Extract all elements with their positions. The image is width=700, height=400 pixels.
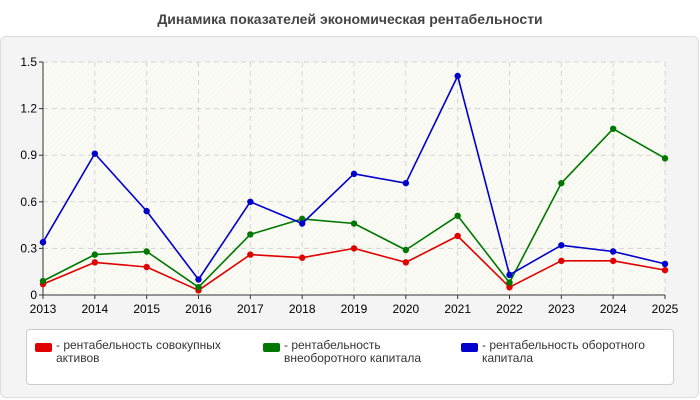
data-point xyxy=(298,254,306,261)
x-tick-label: 2015 xyxy=(133,302,160,316)
x-tick-label: 2024 xyxy=(600,302,627,316)
chart-title: Динамика показателей экономическая рента… xyxy=(157,11,543,27)
series-group xyxy=(39,72,669,294)
axes: 0 0.3 0.6 0.9 1.2 1.5 2013 2014 2015 2016 2017 2018… xyxy=(20,55,678,316)
legend-swatch-green xyxy=(263,343,280,352)
data-point xyxy=(609,257,617,265)
x-tick-label: 2016 xyxy=(185,302,212,316)
y-tick-label: 1.2 xyxy=(20,102,37,116)
data-point xyxy=(350,245,358,252)
x-tick-label: 2021 xyxy=(444,302,471,316)
gridlines xyxy=(43,61,666,295)
data-point xyxy=(558,242,565,249)
x-tick-label: 2020 xyxy=(392,302,419,316)
data-point xyxy=(558,257,565,265)
x-tick-label: 2018 xyxy=(289,302,316,316)
data-point xyxy=(506,284,513,291)
y-tick-label: 0 xyxy=(30,288,37,302)
data-point xyxy=(247,231,254,238)
data-point xyxy=(195,284,202,291)
data-point xyxy=(402,246,410,254)
legend-label: - рентабельность оборотного капитала xyxy=(482,338,645,365)
legend-item-noncurrent-capital: - рентабельность внеоборотного капитала xyxy=(263,339,444,365)
data-point xyxy=(454,72,461,80)
data-point xyxy=(609,125,617,132)
data-point xyxy=(661,155,669,162)
data-point xyxy=(506,279,513,286)
data-point xyxy=(247,198,254,205)
data-point xyxy=(298,215,306,223)
data-point xyxy=(506,271,513,279)
legend-item-total-assets: - рентабельность совокупных активов xyxy=(35,339,231,365)
data-point xyxy=(661,260,669,268)
data-point xyxy=(143,207,150,215)
legend-item-working-capital: - рентабельность оборотного капитала xyxy=(461,339,667,365)
data-point xyxy=(402,179,410,187)
legend-label: - рентабельность внеоборотного капитала xyxy=(284,338,421,365)
data-point xyxy=(454,212,461,219)
data-point xyxy=(298,220,306,227)
x-tick-label: 2014 xyxy=(81,302,108,316)
data-point xyxy=(247,251,254,258)
data-point xyxy=(558,179,565,187)
data-point xyxy=(609,248,617,255)
data-point xyxy=(350,170,358,178)
legend: - рентабельность совокупных активов - ре… xyxy=(26,329,674,385)
data-point xyxy=(661,266,669,274)
y-tick-label: 0.6 xyxy=(20,195,37,209)
y-tick-label: 0.3 xyxy=(20,241,37,255)
legend-label: - рентабельность совокупных активов xyxy=(56,338,221,365)
x-tick-label: 2013 xyxy=(30,302,57,316)
data-point xyxy=(143,248,150,255)
data-point xyxy=(91,150,99,157)
data-point xyxy=(350,220,358,227)
data-point xyxy=(402,259,410,266)
data-point xyxy=(454,232,461,240)
x-tick-label: 2019 xyxy=(341,302,368,316)
x-tick-label: 2023 xyxy=(548,302,575,316)
y-tick-label: 1.5 xyxy=(20,55,37,69)
data-point xyxy=(143,263,150,271)
data-point xyxy=(91,251,99,258)
x-tick-label: 2022 xyxy=(496,302,523,316)
legend-swatch-red xyxy=(35,343,52,352)
data-point xyxy=(39,238,47,246)
legend-swatch-blue xyxy=(461,343,478,352)
data-point xyxy=(39,277,47,285)
x-tick-label: 2017 xyxy=(237,302,264,316)
y-tick-label: 0.9 xyxy=(20,148,37,162)
x-tick-label: 2025 xyxy=(652,302,679,316)
data-point xyxy=(195,276,202,283)
data-point xyxy=(91,259,99,266)
